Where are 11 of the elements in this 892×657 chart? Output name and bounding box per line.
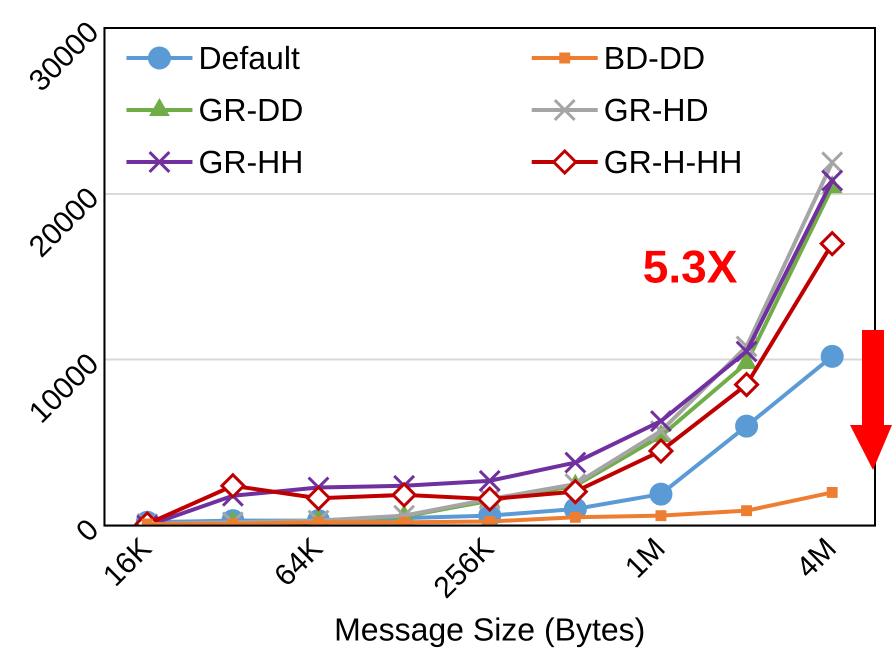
legend-label: GR-DD [198,92,304,128]
legend-label: Default [198,40,300,76]
x-tick-label: 64K [268,532,330,593]
x-tick-label: 1M [618,532,672,585]
x-axis-title: Message Size (Bytes) [334,612,646,648]
annotation: 5.3X [642,240,738,293]
x-tick-label: 4M [790,532,843,585]
legend-label: GR-HD [604,92,709,128]
legend-label: GR-HH [198,144,304,180]
legend-label: BD-DD [604,40,706,76]
legend-label: GR-H-HH [604,144,742,180]
